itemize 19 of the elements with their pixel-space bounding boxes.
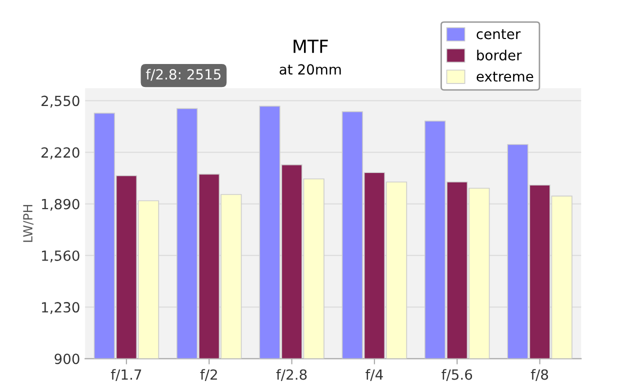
legend-label: center	[476, 29, 521, 40]
chart-title: MTF	[294, 40, 328, 53]
x-tick-label: f/8	[530, 369, 548, 381]
x-tick-label: f/5.6	[442, 369, 472, 381]
chart-subtitle: at 20mm	[280, 64, 341, 75]
y-tick-label: 1,890	[42, 198, 80, 211]
x-tick-label: f/2.8	[276, 369, 307, 381]
y-tick-label: 1,230	[42, 302, 80, 314]
legend-label: extreme	[476, 72, 534, 82]
y-tick-label: 2,550	[42, 96, 80, 108]
y-tick-label: 900	[54, 354, 80, 364]
text: f/2.8: 2515	[146, 68, 221, 81]
x-tick-label: f/1.7	[110, 369, 142, 381]
y-axis-title: LW/PH	[23, 205, 34, 242]
x-tick-label: f/2	[200, 369, 217, 381]
y-tick-label: 1,560	[42, 250, 80, 262]
y-tick-label: 2,220	[42, 147, 80, 160]
x-tick-label: f/4	[366, 369, 383, 381]
legend-label: border	[477, 50, 522, 60]
